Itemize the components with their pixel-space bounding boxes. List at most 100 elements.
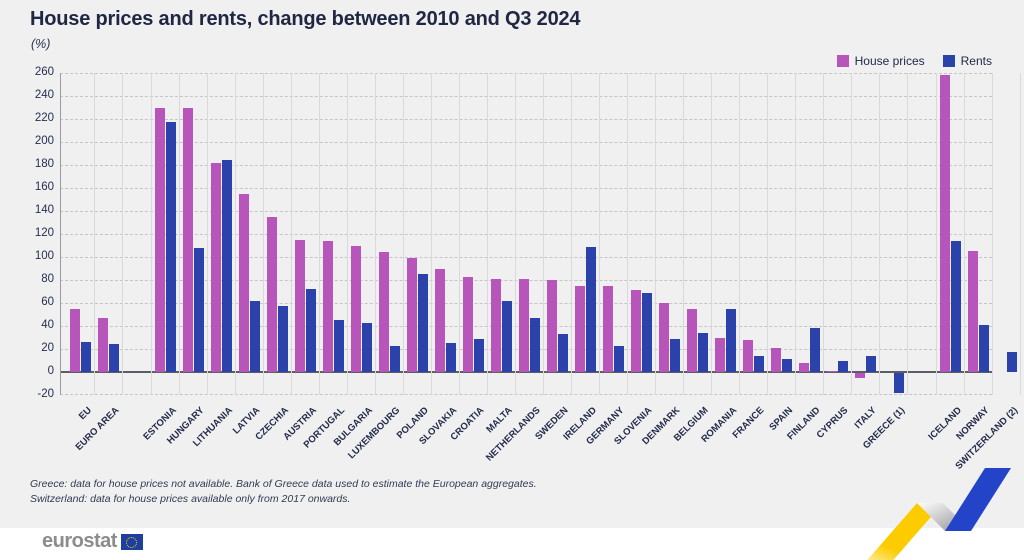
bar-house-spain	[770, 347, 781, 372]
bar-rents-poland	[417, 274, 428, 372]
bar-house-france	[742, 339, 753, 372]
category-separator	[795, 73, 796, 395]
legend-item-house-prices: House prices	[836, 54, 925, 68]
gridline-140	[60, 211, 992, 212]
footnote-switzerland: Switzerland: data for house prices avail…	[30, 493, 351, 505]
legend-label-rents: Rents	[960, 54, 992, 68]
category-separator	[543, 73, 544, 395]
category-separator	[515, 73, 516, 395]
gridline-120	[60, 234, 992, 235]
bar-house-croatia	[462, 276, 473, 372]
legend-item-rents: Rents	[942, 54, 992, 68]
bar-rents-czechia	[277, 306, 288, 372]
category-separator	[1020, 73, 1021, 395]
bar-rents-switzerland-2-	[1006, 352, 1017, 372]
bar-rents-iceland	[950, 240, 961, 372]
x-axis-zero-line	[60, 371, 992, 373]
y-tick-label-180: 180	[34, 158, 54, 170]
bar-rents-hungary	[193, 247, 204, 372]
category-separator	[487, 73, 488, 395]
bar-house-iceland	[939, 75, 950, 372]
bar-rents-slovenia	[641, 292, 652, 372]
bar-house-bulgaria	[350, 245, 361, 372]
category-separator	[291, 73, 292, 395]
y-axis-labels: 260 240 220 200 180 160 140 120 100 80 60 40 20 0 -20	[0, 66, 54, 400]
rents-swatch-icon	[942, 55, 955, 67]
bar-rents-germany	[613, 345, 624, 372]
y-tick-label-140: 140	[34, 204, 54, 216]
gridline-260	[60, 73, 992, 74]
x-label-eu: EU	[76, 405, 94, 423]
category-separator	[711, 73, 712, 395]
bar-house-euro-area	[97, 317, 108, 372]
house-prices-swatch-icon	[836, 55, 849, 67]
category-separator	[851, 73, 852, 395]
bar-rents-netherlands	[529, 317, 540, 372]
bar-house-denmark	[658, 303, 669, 372]
bar-house-portugal	[322, 240, 333, 372]
y-tick-label--20: -20	[37, 388, 54, 400]
eurostat-logo: eurostat	[42, 530, 143, 553]
y-tick-label-240: 240	[34, 89, 54, 101]
bar-house-italy	[854, 373, 865, 378]
category-separator	[375, 73, 376, 395]
category-separator	[122, 73, 123, 395]
bar-house-eu	[69, 308, 80, 372]
category-separator	[683, 73, 684, 395]
bar-rents-portugal	[333, 320, 344, 372]
bar-house-hungary	[182, 107, 193, 372]
eu-flag-icon	[120, 533, 143, 550]
bar-rents-cyprus	[837, 360, 848, 372]
category-separator	[936, 73, 937, 395]
bar-house-romania	[714, 337, 725, 372]
gridline-200	[60, 142, 992, 143]
bar-rents-lithuania	[221, 160, 232, 372]
bar-rents-estonia	[165, 122, 176, 372]
category-separator	[599, 73, 600, 395]
category-separator	[767, 73, 768, 395]
bar-house-cyprus	[826, 370, 837, 372]
bar-house-luxembourg	[378, 252, 389, 372]
bar-house-germany	[602, 285, 613, 372]
eurostat-wordmark: eurostat	[42, 530, 117, 552]
y-axis-line	[60, 73, 61, 395]
bar-rents-france	[753, 355, 764, 372]
bar-house-poland	[406, 258, 417, 372]
bar-house-czechia	[266, 216, 277, 372]
gridline-160	[60, 188, 992, 189]
bar-rents-romania	[725, 308, 736, 372]
bar-rents-italy	[865, 355, 876, 372]
footnote-greece: Greece: data for house prices not availa…	[30, 478, 537, 490]
chart-title: House prices and rents, change between 2…	[30, 8, 581, 30]
category-separator	[179, 73, 180, 395]
bar-rents-sweden	[557, 334, 568, 372]
category-separator	[431, 73, 432, 395]
gridline--20	[60, 394, 992, 395]
gridline-100	[60, 257, 992, 258]
category-separator	[94, 73, 95, 395]
x-label-italy: ITALY	[852, 405, 879, 432]
y-tick-label-40: 40	[41, 319, 54, 331]
bar-rents-malta	[501, 300, 512, 372]
y-tick-label-80: 80	[41, 273, 54, 285]
bar-house-netherlands	[518, 278, 529, 372]
category-separator	[739, 73, 740, 395]
category-separator	[992, 73, 993, 395]
bar-house-latvia	[238, 193, 249, 372]
bar-rents-belgium	[697, 332, 708, 372]
y-tick-label-20: 20	[41, 342, 54, 354]
footer-band	[0, 528, 1024, 560]
bar-house-estonia	[154, 107, 165, 372]
category-separator	[571, 73, 572, 395]
y-tick-label-120: 120	[34, 227, 54, 239]
category-separator	[627, 73, 628, 395]
y-tick-label-260: 260	[34, 66, 54, 78]
y-tick-label-220: 220	[34, 112, 54, 124]
bar-house-slovenia	[630, 290, 641, 372]
y-tick-label-200: 200	[34, 135, 54, 147]
category-separator	[235, 73, 236, 395]
category-separator	[263, 73, 264, 395]
category-separator	[964, 73, 965, 395]
legend: House prices Rents	[836, 54, 992, 68]
